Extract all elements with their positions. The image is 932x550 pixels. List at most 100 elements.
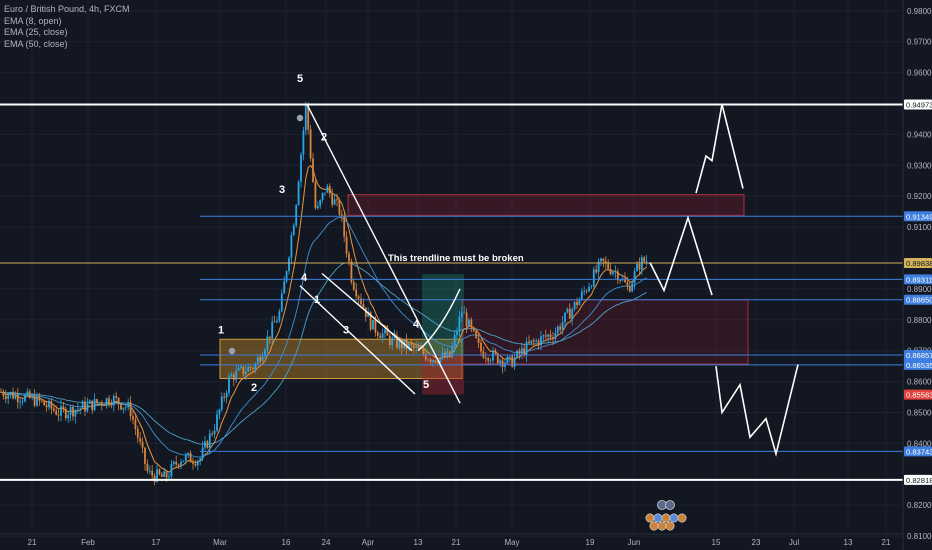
long-position-stop: [422, 355, 464, 395]
candle-body: [477, 338, 480, 343]
candle: [518, 347, 521, 360]
candle: [69, 405, 72, 422]
candle-body: [470, 319, 473, 328]
candle: [453, 330, 456, 353]
candle: [525, 337, 528, 363]
candle-body: [163, 471, 166, 477]
candle-body: [180, 461, 182, 466]
candle-body: [396, 335, 398, 348]
candle-body: [216, 414, 218, 431]
x-tick-label-0: 21: [28, 538, 37, 547]
candle-body: [43, 401, 46, 406]
candle: [583, 286, 586, 296]
candle-body: [350, 261, 353, 282]
candle: [585, 289, 588, 294]
candle-body: [240, 366, 242, 368]
candle: [76, 403, 79, 414]
candle: [151, 464, 154, 481]
candle-body: [494, 350, 497, 354]
candle-body: [578, 299, 581, 306]
candle-body: [9, 392, 12, 395]
ema-8-label[interactable]: EMA (8, open): [4, 15, 62, 26]
candle: [468, 317, 470, 327]
candle-body: [427, 359, 430, 361]
candle-body: [249, 366, 252, 369]
symbol-title[interactable]: Euro / British Pound, 4h, FXCM: [4, 4, 130, 14]
candle: [160, 472, 163, 478]
chart-legend: Euro / British Pound, 4h, FXCM EMA (8, o…: [4, 4, 130, 50]
candle: [559, 323, 562, 333]
candle-body: [374, 319, 377, 333]
candle: [472, 326, 475, 333]
candle: [280, 289, 283, 313]
candle: [290, 231, 293, 265]
candle: [573, 301, 576, 312]
candle-body: [160, 474, 163, 477]
x-tick-label-14: Jul: [789, 538, 799, 547]
candle: [292, 222, 295, 236]
candle: [537, 338, 540, 350]
candle-body: [460, 312, 463, 318]
candle: [50, 397, 53, 415]
candle: [60, 400, 62, 422]
candle-body: [592, 269, 595, 287]
candle: [578, 297, 581, 306]
trendline-1: [299, 285, 416, 395]
time-axis[interactable]: 21 Feb 17 Mar 16 24 Apr 13 21 May 19 Jun 15 23 Jul 13 21: [0, 533, 903, 547]
candle: [412, 343, 415, 354]
candle: [249, 365, 252, 372]
candle: [256, 353, 259, 365]
candle-body: [187, 452, 190, 456]
candle-body: [472, 327, 475, 332]
event-markers[interactable]: [228, 114, 687, 531]
candle-body: [242, 366, 245, 375]
candle-body: [220, 396, 223, 410]
candle: [628, 282, 631, 293]
ema-50-label[interactable]: EMA (50, close): [4, 38, 68, 49]
candle-body: [232, 374, 235, 380]
candle-body: [549, 334, 552, 338]
candle: [376, 330, 379, 339]
candle-body: [199, 458, 202, 461]
candle: [494, 348, 497, 356]
candle: [117, 397, 120, 411]
candle: [427, 358, 430, 361]
candle: [244, 365, 247, 380]
event-marker-bottom-2: [665, 521, 675, 531]
projection-peak-path: [695, 104, 744, 194]
price-tag-6: [904, 359, 932, 370]
candle: [295, 203, 298, 228]
candle: [180, 458, 182, 470]
candle: [252, 366, 254, 373]
candle-body: [364, 307, 367, 317]
candle-body: [254, 363, 257, 370]
candle: [45, 400, 48, 412]
candle-body: [614, 271, 617, 273]
ema-25-label[interactable]: EMA (25, close): [4, 27, 68, 37]
candle: [242, 366, 245, 377]
candle-body: [304, 103, 307, 131]
candle-body: [7, 394, 10, 399]
candle-body: [283, 281, 286, 294]
price-tag-label-4: 0.88650: [906, 296, 932, 305]
event-marker-top-1: [665, 500, 675, 510]
candle: [600, 257, 602, 267]
candle: [609, 262, 612, 276]
candle: [14, 391, 17, 400]
candle-body: [360, 298, 362, 305]
candle: [278, 308, 281, 323]
candle-body: [24, 395, 26, 402]
candle: [196, 459, 199, 471]
candle: [429, 357, 432, 366]
candle-body: [252, 368, 254, 370]
candle: [144, 447, 146, 471]
candle-body: [91, 400, 94, 411]
